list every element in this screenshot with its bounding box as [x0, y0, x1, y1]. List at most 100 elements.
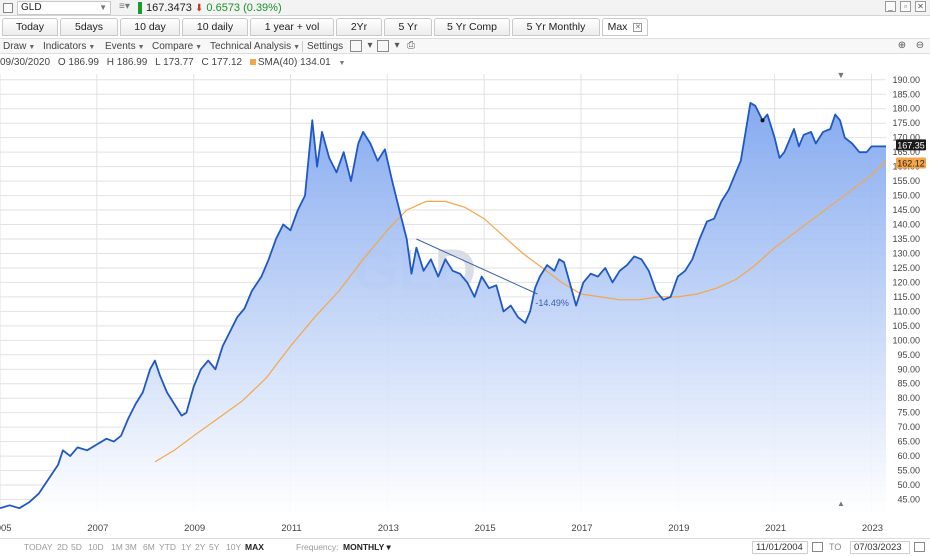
tab-today[interactable]: Today: [2, 18, 58, 36]
sma-legend[interactable]: SMA(40) 134.01 ▼: [249, 57, 351, 68]
quote-low: L 173.77: [155, 57, 194, 68]
compare-menu[interactable]: Compare ▼: [152, 40, 202, 54]
title-bar: GLD ▼ ≡▾ 167.3473 ⬇ 0.6573 (0.39%) _ ▫ ✕: [0, 0, 930, 16]
last-sma-label: 162.12: [897, 158, 925, 168]
y-tick-label: 180.00: [892, 104, 920, 114]
menu-label: Technical Analysis: [210, 41, 292, 52]
range-1m[interactable]: 1M: [111, 542, 123, 552]
y-tick-label: 75.00: [897, 408, 920, 418]
menu-label: Indicators: [43, 41, 87, 52]
range-10d[interactable]: 10D: [88, 542, 104, 552]
range-6m[interactable]: 6M: [143, 542, 155, 552]
tab-label: Max: [607, 21, 628, 33]
price-area: [0, 102, 886, 515]
x-tick-label: 2023: [862, 523, 883, 534]
tab-10day[interactable]: 10 day: [120, 18, 180, 36]
export-icon[interactable]: [377, 40, 389, 52]
symbol-input[interactable]: GLD ▼: [17, 1, 111, 15]
sma-legend-label: SMA(40) 134.01: [257, 57, 331, 68]
minimize-icon[interactable]: _: [885, 1, 896, 12]
y-tick-label: 70.00: [897, 422, 920, 432]
menu-label: Draw: [3, 41, 27, 52]
tab-10daily[interactable]: 10 daily: [182, 18, 248, 36]
y-tick-label: 135.00: [892, 234, 920, 244]
y-tick-label: 165.00: [892, 147, 920, 157]
price-chart[interactable]: GLDSPDR GOLD SHA-14.49%45.0050.0055.0060…: [0, 66, 930, 538]
chevron-down-icon: ▼: [195, 44, 203, 51]
print-icon[interactable]: ⎙: [407, 40, 415, 51]
to-label: TO: [829, 542, 842, 552]
y-tick-label: 45.00: [897, 495, 920, 505]
y-tick-label: 125.00: [892, 263, 920, 273]
tab-label: 5days: [74, 21, 104, 33]
chevron-down-icon: ▼: [28, 44, 36, 51]
x-tick-label: 2019: [668, 523, 689, 534]
toolbar-divider: [302, 41, 303, 52]
y-tick-label: 185.00: [892, 89, 920, 99]
chevron-down-icon[interactable]: ▾: [367, 40, 373, 51]
tab-5yr-monthly[interactable]: 5 Yr Monthly: [512, 18, 600, 36]
range-5d[interactable]: 5D: [71, 542, 82, 552]
tab-label: Today: [15, 21, 45, 33]
range-3m[interactable]: 3M: [125, 542, 137, 552]
range-1y[interactable]: 1Y: [181, 542, 192, 552]
settings-button[interactable]: Settings: [307, 40, 343, 53]
x-tick-label: 2017: [571, 523, 592, 534]
to-date-input[interactable]: 07/03/2023: [850, 541, 910, 554]
y-tick-label: 95.00: [897, 350, 920, 360]
indicators-menu[interactable]: Indicators ▼: [43, 40, 95, 54]
price-line: [0, 102, 886, 510]
frequency-select[interactable]: MONTHLY ▾: [343, 542, 391, 552]
save-icon[interactable]: [350, 40, 362, 52]
y-tick-label: 100.00: [892, 335, 920, 345]
tab-label: 5 Yr Comp: [447, 21, 497, 33]
range-2d[interactable]: 2D: [57, 542, 68, 552]
zoom-out-icon[interactable]: ⊖: [915, 40, 925, 51]
y-tick-label: 50.00: [897, 480, 920, 490]
quote-high: H 186.99: [106, 57, 148, 68]
close-icon[interactable]: ✕: [915, 1, 926, 12]
close-icon[interactable]: ✕: [633, 22, 643, 32]
chevron-down-icon[interactable]: ▾: [394, 40, 400, 51]
draw-menu[interactable]: Draw ▼: [3, 40, 35, 54]
range-today[interactable]: TODAY: [24, 542, 53, 552]
y-tick-label: 65.00: [897, 437, 920, 447]
y-tick-label: 60.00: [897, 451, 920, 461]
range-2y[interactable]: 2Y: [195, 542, 206, 552]
chevron-down-icon: ▼: [837, 70, 846, 80]
tab-5yr-comp[interactable]: 5 Yr Comp: [434, 18, 510, 36]
period-tabs: Today 5days 10 day 10 daily 1 year + vol…: [0, 18, 930, 38]
chevron-down-icon[interactable]: ▼: [99, 3, 107, 12]
arrow-down-icon: ⬇: [194, 3, 204, 14]
tab-5yr[interactable]: 5 Yr: [384, 18, 432, 36]
from-date-input[interactable]: 11/01/2004: [752, 541, 808, 554]
list-icon[interactable]: ≡▾: [119, 1, 130, 12]
calendar-icon[interactable]: [914, 542, 925, 552]
tab-1year-vol[interactable]: 1 year + vol: [250, 18, 334, 36]
tab-max[interactable]: Max ✕: [602, 18, 648, 36]
technical-analysis-menu[interactable]: Technical Analysis ▼: [210, 40, 300, 54]
tab-2yr[interactable]: 2Yr: [336, 18, 382, 36]
restore-icon[interactable]: ▫: [900, 1, 911, 12]
events-menu[interactable]: Events ▼: [105, 40, 145, 54]
range-5y[interactable]: 5Y: [209, 542, 220, 552]
x-tick-label: 2021: [765, 523, 786, 534]
trendline: [416, 238, 538, 295]
range-ytd[interactable]: YTD: [159, 542, 176, 552]
menu-label: Events: [105, 41, 136, 52]
range-max[interactable]: MAX: [245, 542, 264, 552]
quote-date: 09/30/2020: [0, 57, 51, 68]
frequency-value: MONTHLY: [343, 542, 385, 552]
zoom-in-icon[interactable]: ⊕: [897, 40, 907, 51]
sma-line: [154, 160, 887, 463]
tab-label: 5 Yr Monthly: [526, 21, 586, 33]
y-tick-label: 190.00: [892, 75, 920, 85]
range-10y[interactable]: 10Y: [226, 542, 242, 552]
last-price-tag: [896, 139, 926, 151]
tab-5days[interactable]: 5days: [60, 18, 118, 36]
last-price: 167.3473: [146, 2, 192, 14]
calendar-icon[interactable]: [812, 542, 823, 552]
y-tick-label: 145.00: [892, 205, 920, 215]
y-tick-label: 110.00: [893, 306, 920, 316]
chevron-down-icon: ▼: [293, 44, 301, 51]
